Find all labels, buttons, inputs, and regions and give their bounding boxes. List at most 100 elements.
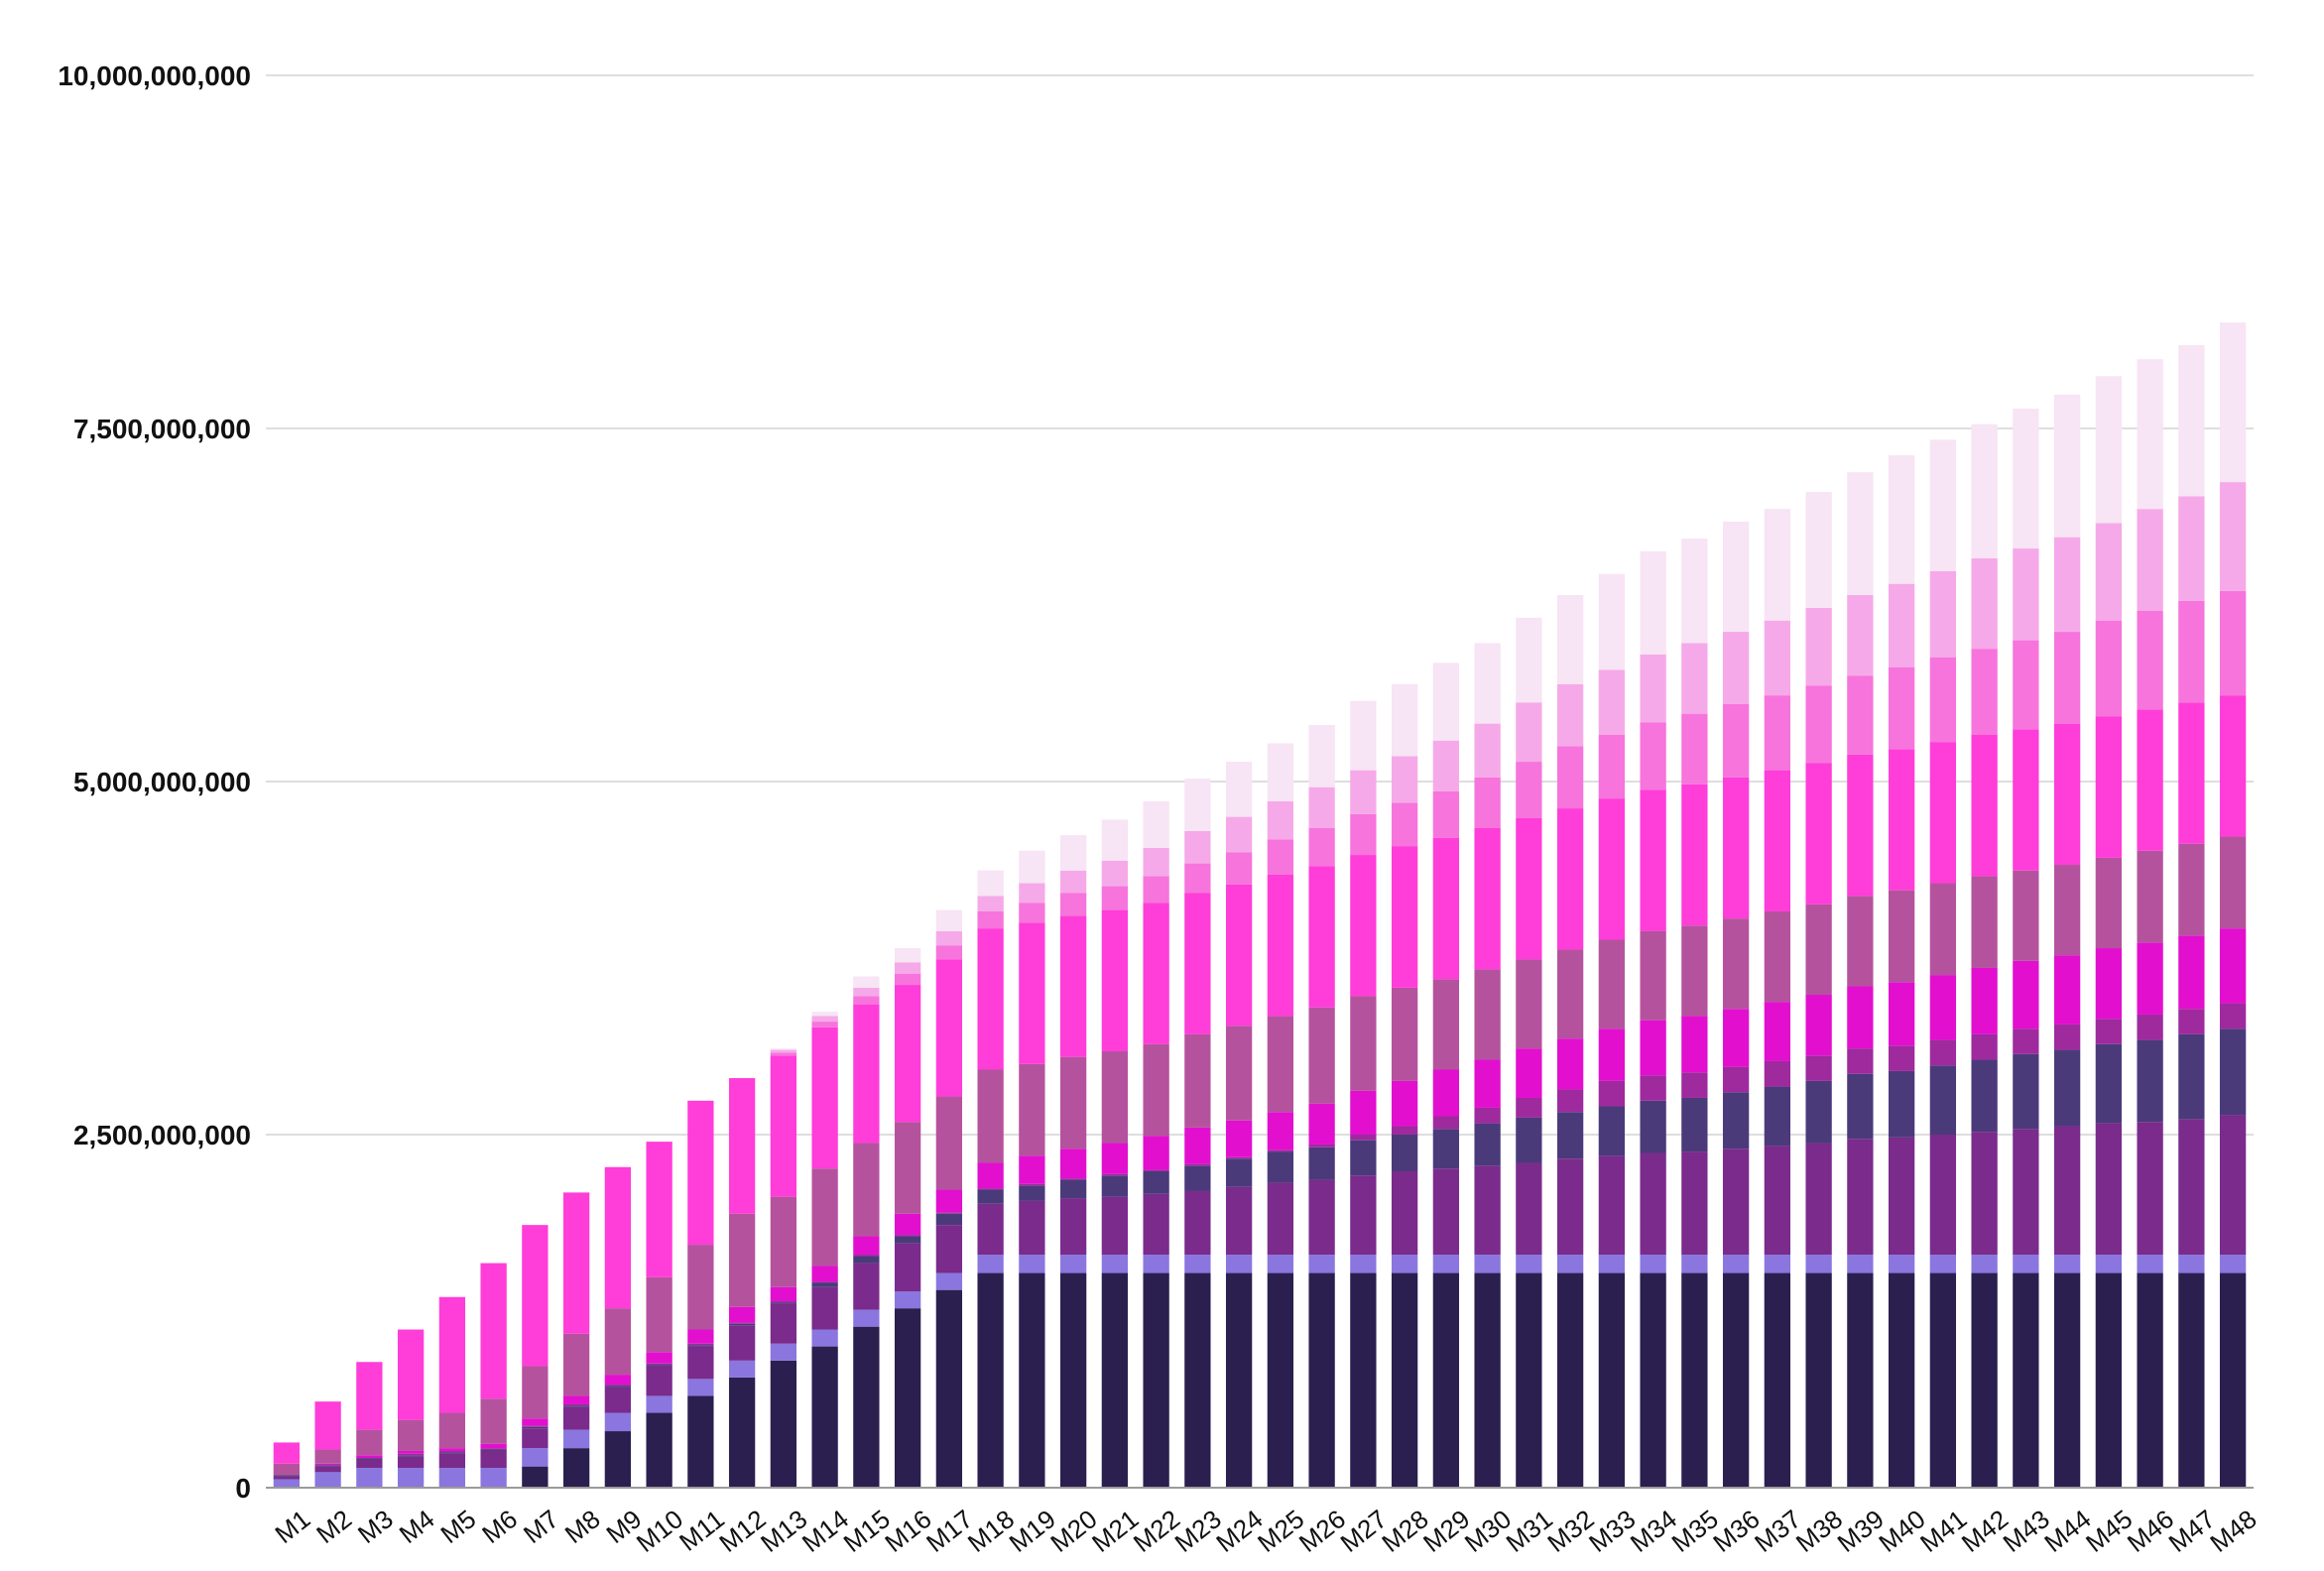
- bar-segment: [1101, 909, 1129, 1051]
- bar-segment: [1350, 1140, 1377, 1176]
- bar-segment: [2095, 857, 2123, 949]
- bar-segment: [1598, 798, 1626, 940]
- bar-segment: [646, 1363, 673, 1366]
- bar-segment: [1598, 1080, 1626, 1107]
- bar-segment: [1019, 850, 1045, 884]
- bar-segment: [438, 1412, 466, 1449]
- bar-segment: [314, 1463, 341, 1466]
- bar-segment: [1432, 979, 1460, 1070]
- bar-segment: [2137, 359, 2163, 510]
- bar-segment: [1267, 1182, 1294, 1256]
- bar-segment: [1308, 1179, 1335, 1256]
- bar-segment: [770, 1360, 797, 1488]
- bar-segment: [1019, 1200, 1045, 1256]
- bar-segment: [687, 1100, 714, 1246]
- bar-segment: [1556, 949, 1584, 1039]
- bar-segment: [1847, 1139, 1874, 1256]
- bar-segment: [935, 1289, 963, 1488]
- bar-segment: [1764, 1002, 1791, 1061]
- x-tick-label: M3: [352, 1504, 399, 1549]
- bar-segment: [438, 1468, 466, 1488]
- bar-segment: [1598, 1272, 1626, 1488]
- bar-segment: [397, 1329, 425, 1420]
- bar-segment: [1225, 852, 1253, 885]
- bar-segment: [935, 1272, 963, 1290]
- bar-segment: [687, 1329, 714, 1344]
- bar-segment: [2053, 723, 2081, 866]
- bar-segment: [770, 1302, 797, 1304]
- bar-segment: [1764, 1255, 1791, 1273]
- bar-segment: [1764, 695, 1791, 771]
- bar-segment: [977, 1188, 1004, 1190]
- bar-segment: [1888, 1070, 1915, 1138]
- bar-segment: [1143, 1193, 1169, 1256]
- bar-segment: [1474, 777, 1501, 828]
- bar-segment: [2137, 1272, 2163, 1488]
- bar-segment: [1598, 1106, 1626, 1156]
- bar-segment: [1516, 617, 1542, 703]
- bar-segment: [562, 1406, 590, 1430]
- bar-segment: [770, 1196, 797, 1287]
- bar-segment: [1184, 830, 1211, 864]
- bar-segment: [1101, 1175, 1129, 1197]
- bar-segment: [1971, 1132, 1998, 1256]
- bar-segment: [397, 1468, 425, 1488]
- bar-segment: [1019, 922, 1045, 1064]
- bar-segment: [1059, 1056, 1087, 1149]
- bar-segment: [438, 1296, 466, 1413]
- bar-segment: [1474, 969, 1501, 1060]
- bar-segment: [1059, 915, 1087, 1057]
- bar-segment: [2178, 1119, 2205, 1256]
- bar-segment: [2219, 695, 2247, 837]
- bar-segment: [2219, 1115, 2247, 1256]
- bar-segment: [853, 1256, 880, 1264]
- bar-segment: [1019, 883, 1045, 904]
- bar-segment: [1971, 558, 1998, 650]
- bar-segment: [1556, 808, 1584, 950]
- bar-segment: [853, 976, 880, 988]
- bar-segment: [811, 1016, 838, 1023]
- bar-segment: [1350, 770, 1377, 814]
- bar-segment: [1184, 1255, 1211, 1273]
- bar-segment: [2178, 702, 2205, 844]
- bar-segment: [1888, 583, 1915, 667]
- bar-segment: [397, 1450, 425, 1454]
- bar-segment: [1805, 1272, 1832, 1488]
- bar-segment: [977, 1255, 1004, 1273]
- x-tick-label: M48: [2204, 1504, 2262, 1558]
- bar-segment: [977, 928, 1004, 1070]
- bar-segment: [935, 1212, 963, 1214]
- bar-segment: [1143, 1255, 1169, 1273]
- bar-segment: [687, 1379, 714, 1396]
- bar-segment: [894, 948, 921, 963]
- bar-segment: [1640, 654, 1666, 723]
- bar-segment: [1225, 816, 1253, 853]
- bar-segment: [1888, 666, 1915, 750]
- bar-segment: [1225, 884, 1253, 1027]
- y-tick-label: 2,500,000,000: [73, 1120, 251, 1150]
- bar-segment: [1556, 1089, 1584, 1113]
- bar-segment: [1350, 700, 1377, 771]
- y-tick-label: 5,000,000,000: [73, 767, 251, 797]
- bar-segment: [1847, 754, 1874, 897]
- bar-segment: [314, 1401, 341, 1450]
- bar-segment: [562, 1405, 590, 1407]
- bar-segment: [1267, 1016, 1294, 1113]
- bar-segment: [1764, 770, 1791, 912]
- bar-segment: [1598, 1155, 1626, 1256]
- bar-segment: [1267, 839, 1294, 875]
- bar-segment: [1225, 1272, 1253, 1488]
- bar-segment: [2053, 1272, 2081, 1488]
- bar-segment: [562, 1429, 590, 1449]
- bar-segment: [480, 1443, 507, 1449]
- bar-segment: [438, 1448, 466, 1451]
- bar-segment: [1184, 863, 1211, 894]
- bar-segment: [977, 896, 1004, 911]
- bar-segment: [1640, 930, 1666, 1021]
- bar-segment: [2219, 1272, 2247, 1488]
- bar-segment: [728, 1360, 756, 1378]
- bar-segment: [1474, 723, 1501, 778]
- bar-segment: [1971, 1255, 1998, 1273]
- bar-segment: [1516, 1117, 1542, 1163]
- bar-segment: [2178, 843, 2205, 936]
